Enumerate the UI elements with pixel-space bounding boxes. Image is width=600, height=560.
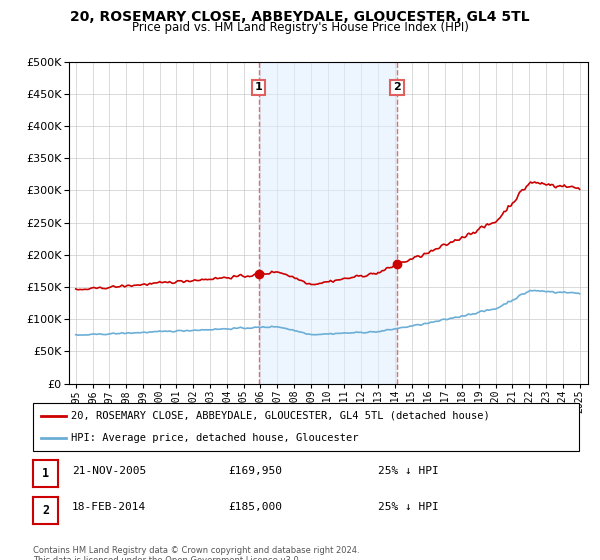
Text: 1: 1 — [42, 467, 49, 480]
Text: 18-FEB-2014: 18-FEB-2014 — [72, 502, 146, 512]
Text: 25% ↓ HPI: 25% ↓ HPI — [378, 502, 439, 512]
Text: 20, ROSEMARY CLOSE, ABBEYDALE, GLOUCESTER, GL4 5TL (detached house): 20, ROSEMARY CLOSE, ABBEYDALE, GLOUCESTE… — [71, 410, 490, 421]
Text: 21-NOV-2005: 21-NOV-2005 — [72, 466, 146, 476]
FancyBboxPatch shape — [33, 403, 579, 451]
Text: 20, ROSEMARY CLOSE, ABBEYDALE, GLOUCESTER, GL4 5TL: 20, ROSEMARY CLOSE, ABBEYDALE, GLOUCESTE… — [70, 10, 530, 24]
Text: 1: 1 — [255, 82, 263, 92]
Text: Contains HM Land Registry data © Crown copyright and database right 2024.
This d: Contains HM Land Registry data © Crown c… — [33, 546, 359, 560]
Text: 25% ↓ HPI: 25% ↓ HPI — [378, 466, 439, 476]
Text: £169,950: £169,950 — [228, 466, 282, 476]
Bar — [259, 62, 397, 384]
Text: 2: 2 — [42, 503, 49, 517]
Text: HPI: Average price, detached house, Gloucester: HPI: Average price, detached house, Glou… — [71, 433, 359, 444]
Text: £185,000: £185,000 — [228, 502, 282, 512]
Text: 2: 2 — [393, 82, 401, 92]
Text: Price paid vs. HM Land Registry's House Price Index (HPI): Price paid vs. HM Land Registry's House … — [131, 21, 469, 34]
